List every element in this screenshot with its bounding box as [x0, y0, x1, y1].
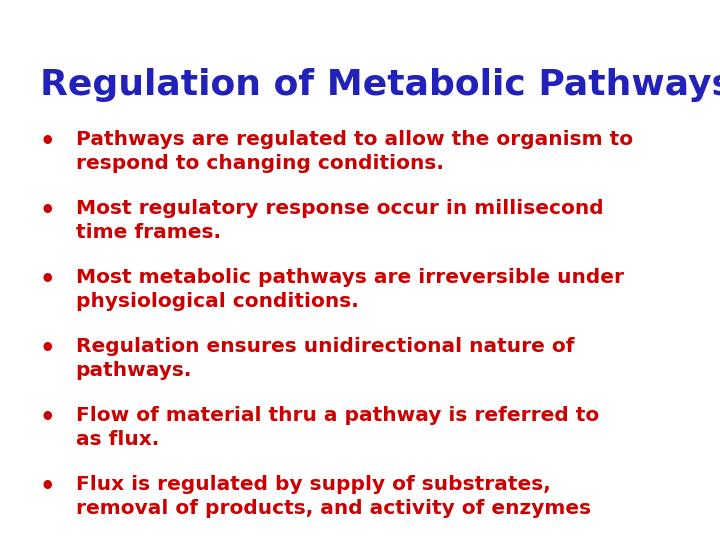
Text: •: • [40, 130, 55, 153]
Text: •: • [40, 406, 55, 430]
Text: Most metabolic pathways are irreversible under
physiological conditions.: Most metabolic pathways are irreversible… [76, 268, 624, 311]
Text: Pathways are regulated to allow the organism to
respond to changing conditions.: Pathways are regulated to allow the orga… [76, 130, 633, 173]
Text: Most regulatory response occur in millisecond
time frames.: Most regulatory response occur in millis… [76, 199, 603, 242]
Text: Flow of material thru a pathway is referred to
as flux.: Flow of material thru a pathway is refer… [76, 406, 599, 449]
Text: Regulation of Metabolic Pathways: Regulation of Metabolic Pathways [40, 68, 720, 102]
Text: •: • [40, 199, 55, 222]
Text: Flux is regulated by supply of substrates,
removal of products, and activity of : Flux is regulated by supply of substrate… [76, 475, 590, 518]
Text: •: • [40, 268, 55, 292]
Text: •: • [40, 337, 55, 361]
Text: Regulation ensures unidirectional nature of
pathways.: Regulation ensures unidirectional nature… [76, 337, 574, 380]
Text: •: • [40, 475, 55, 499]
